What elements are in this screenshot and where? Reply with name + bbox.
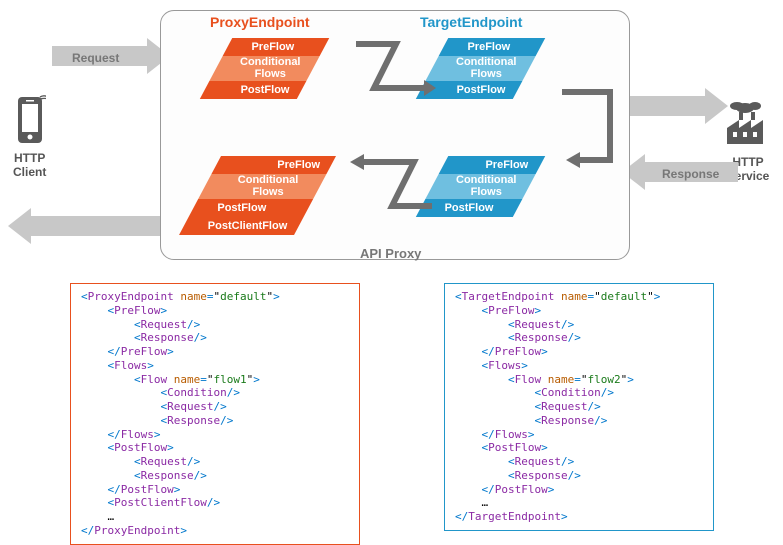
http-client-label: HTTPClient	[13, 151, 46, 179]
connector-right	[562, 82, 632, 172]
connector-top	[356, 32, 436, 112]
target-endpoint-code: <TargetEndpoint name="default"> <PreFlow…	[444, 283, 714, 531]
response-arrow-out	[6, 206, 166, 246]
factory-icon	[723, 100, 773, 148]
api-proxy-diagram: HTTPClient HTTPService Request Response	[0, 0, 783, 270]
request-label: Request	[72, 51, 119, 65]
proxy-endpoint-code: <ProxyEndpoint name="default"> <PreFlow>…	[70, 283, 360, 545]
api-proxy-label: API Proxy	[360, 246, 421, 261]
response-label: Response	[662, 167, 719, 181]
connector-bottom	[346, 150, 436, 230]
http-client-block: HTTPClient	[13, 95, 46, 179]
phone-icon	[14, 95, 46, 147]
target-endpoint-header: TargetEndpoint	[420, 14, 522, 30]
proxy-endpoint-header: ProxyEndpoint	[210, 14, 310, 30]
